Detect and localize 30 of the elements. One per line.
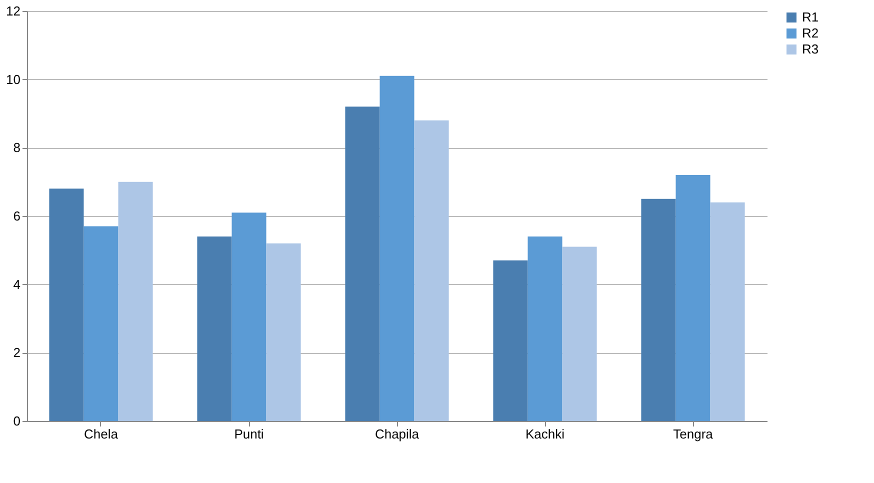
x-tick-label: Chapila (374, 426, 420, 442)
bar (266, 243, 301, 421)
bar (380, 76, 414, 421)
y-tick-label: 4 (13, 276, 20, 292)
bar (118, 182, 153, 421)
x-tick-label: Chela (84, 426, 119, 442)
y-tick-label: 0 (13, 414, 20, 428)
bar (345, 106, 380, 421)
x-tick-label: Punti (234, 426, 264, 442)
bar (676, 175, 710, 421)
y-tick-label: 12 (6, 4, 20, 18)
legend-label: R3 (802, 42, 819, 56)
bar (84, 226, 118, 421)
bar (49, 188, 84, 421)
bar (232, 212, 266, 421)
legend-label: R1 (802, 10, 819, 24)
bar (710, 202, 745, 421)
bar (562, 246, 597, 421)
y-tick-label: 8 (13, 140, 20, 156)
y-tick-label: 10 (6, 72, 20, 87)
bar (414, 120, 449, 421)
bar (197, 236, 232, 421)
y-tick-label: 2 (13, 345, 20, 360)
x-tick-label: Tengra (673, 426, 714, 442)
bar (528, 236, 562, 421)
legend-label: R2 (802, 26, 819, 40)
y-tick-label: 6 (13, 208, 20, 224)
bar (641, 198, 676, 421)
bar (493, 260, 528, 421)
x-tick-label: Kachki (525, 426, 565, 442)
